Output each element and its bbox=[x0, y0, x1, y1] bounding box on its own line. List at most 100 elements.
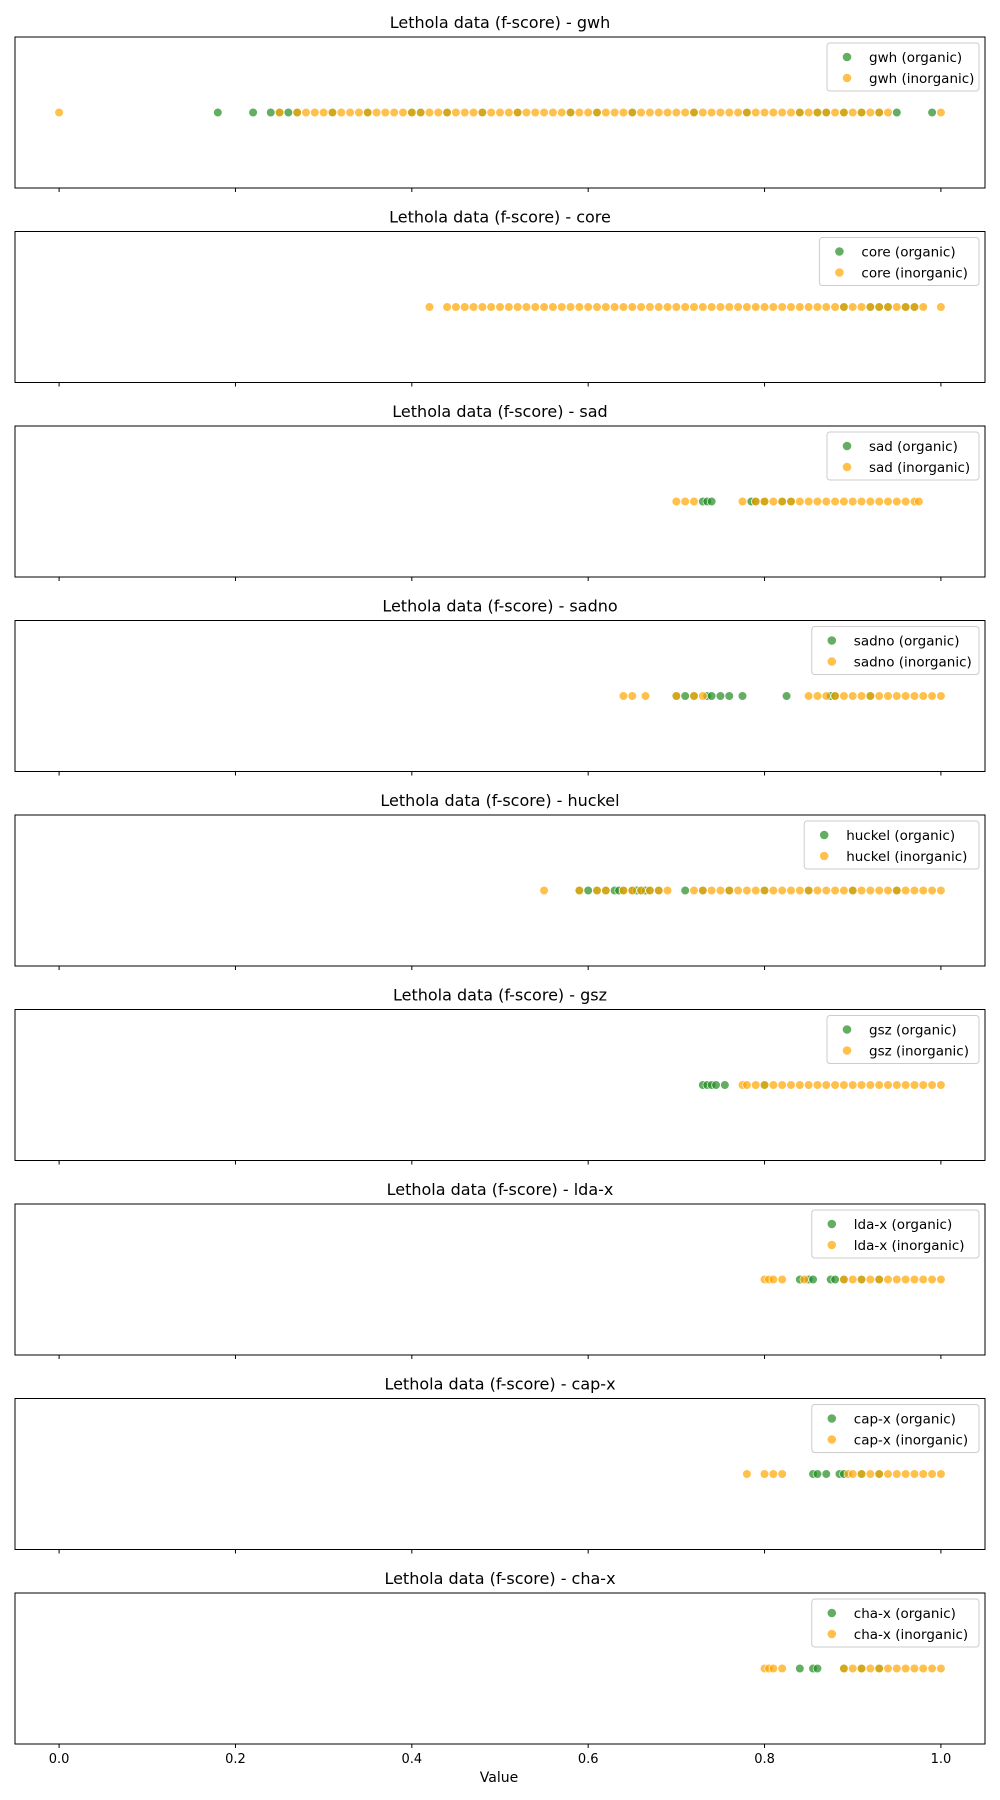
data-point bbox=[883, 1469, 893, 1479]
data-point bbox=[786, 496, 796, 507]
data-point bbox=[486, 302, 496, 312]
data-point bbox=[865, 691, 875, 701]
data-point bbox=[565, 302, 576, 312]
data-point bbox=[689, 885, 699, 896]
data-point bbox=[874, 302, 884, 312]
x-tick-label: 0.0 bbox=[49, 1752, 70, 1767]
data-point bbox=[477, 302, 487, 312]
legend-label: sad (organic) bbox=[869, 439, 958, 455]
data-point bbox=[927, 107, 937, 118]
panel: Lethola data (f-score) - gwh gwh (organic… bbox=[14, 13, 986, 192]
data-point bbox=[848, 1080, 858, 1090]
legend-marker bbox=[842, 441, 852, 451]
data-point bbox=[830, 1080, 840, 1090]
data-point bbox=[759, 496, 770, 507]
data-point bbox=[707, 302, 717, 312]
panel: Lethola data (f-score) - cha-x 0.0 0.2 0.4 0… bbox=[14, 1569, 986, 1767]
data-point bbox=[424, 302, 435, 312]
data-point bbox=[781, 691, 792, 701]
legend-label: gsz (inorganic) bbox=[869, 1044, 969, 1060]
data-point bbox=[804, 691, 814, 701]
data-point bbox=[874, 691, 884, 701]
legend-label: cap-x (organic) bbox=[854, 1412, 956, 1428]
legend-marker bbox=[835, 268, 844, 277]
legend-box bbox=[826, 431, 980, 481]
data-point bbox=[901, 885, 911, 896]
axes-frame bbox=[14, 814, 986, 967]
data-point bbox=[909, 302, 920, 312]
data-point bbox=[319, 107, 329, 118]
data-point bbox=[927, 691, 937, 701]
data-point bbox=[521, 302, 532, 312]
data-point bbox=[645, 302, 655, 312]
panel: Lethola data (f-score) - gsz gsz (organic… bbox=[14, 986, 986, 1165]
data-point bbox=[874, 496, 884, 507]
data-point bbox=[751, 302, 761, 312]
data-point bbox=[795, 107, 805, 118]
data-point bbox=[371, 107, 382, 118]
data-point bbox=[786, 302, 796, 312]
data-point bbox=[583, 885, 593, 896]
data-point bbox=[795, 885, 805, 896]
series-inorganic bbox=[737, 1080, 946, 1090]
data-point bbox=[812, 302, 823, 312]
panels: Lethola data (f-score) - gwh gwh (organic… bbox=[14, 13, 986, 1767]
data-point bbox=[345, 107, 355, 118]
data-point bbox=[698, 691, 708, 701]
legend-label: sadno (organic) bbox=[854, 634, 960, 650]
data-point bbox=[909, 1469, 920, 1479]
data-point bbox=[460, 302, 470, 312]
data-point bbox=[574, 107, 584, 118]
data-point bbox=[777, 496, 787, 507]
legend-marker bbox=[842, 73, 852, 83]
data-point bbox=[901, 1469, 911, 1479]
data-point bbox=[680, 691, 690, 701]
legend-marker bbox=[842, 52, 852, 62]
data-point bbox=[909, 1663, 920, 1674]
legend-marker bbox=[842, 1046, 852, 1055]
data-point bbox=[733, 302, 743, 312]
data-point bbox=[804, 885, 814, 896]
data-point bbox=[248, 107, 258, 118]
data-point bbox=[883, 107, 893, 118]
data-point bbox=[768, 496, 778, 507]
series-inorganic bbox=[742, 1469, 946, 1479]
panel-title: Lethola data (f-score) - sad bbox=[392, 402, 607, 421]
data-point bbox=[327, 107, 338, 118]
data-point bbox=[671, 107, 681, 118]
data-point bbox=[865, 1469, 875, 1479]
data-point bbox=[707, 107, 717, 118]
data-point bbox=[883, 691, 893, 701]
data-point bbox=[865, 496, 875, 507]
data-point bbox=[389, 107, 399, 118]
panel-title: Lethola data (f-score) - cap-x bbox=[384, 1375, 615, 1394]
legend-label: cha-x (inorganic) bbox=[854, 1627, 968, 1643]
data-point bbox=[742, 1469, 752, 1479]
x-tick-label: 0.8 bbox=[754, 1752, 775, 1767]
data-point bbox=[742, 885, 752, 896]
data-point bbox=[821, 1469, 831, 1479]
data-point bbox=[892, 1469, 902, 1479]
data-point bbox=[865, 302, 875, 312]
data-point bbox=[848, 1469, 858, 1479]
data-point bbox=[848, 1274, 858, 1285]
series-inorganic bbox=[618, 691, 946, 701]
panel: Lethola data (f-score) - lda-x lda-x (org… bbox=[14, 1180, 986, 1359]
legend-marker bbox=[819, 830, 829, 840]
data-point bbox=[618, 691, 629, 701]
data-point bbox=[909, 1080, 920, 1090]
data-point bbox=[856, 302, 867, 312]
legend-marker bbox=[842, 1025, 852, 1034]
legend-label: lda-x (organic) bbox=[854, 1217, 952, 1233]
data-point bbox=[662, 107, 673, 118]
data-point bbox=[892, 107, 902, 118]
panel-title: Lethola data (f-score) - lda-x bbox=[387, 1180, 614, 1199]
legend-box bbox=[811, 1209, 980, 1259]
data-point bbox=[812, 496, 823, 507]
data-point bbox=[636, 302, 646, 312]
data-point bbox=[936, 1663, 946, 1674]
series-inorganic bbox=[54, 107, 946, 118]
legend: core (organic) core (inorganic) bbox=[818, 237, 980, 286]
data-point bbox=[883, 885, 893, 896]
data-point bbox=[424, 107, 435, 118]
